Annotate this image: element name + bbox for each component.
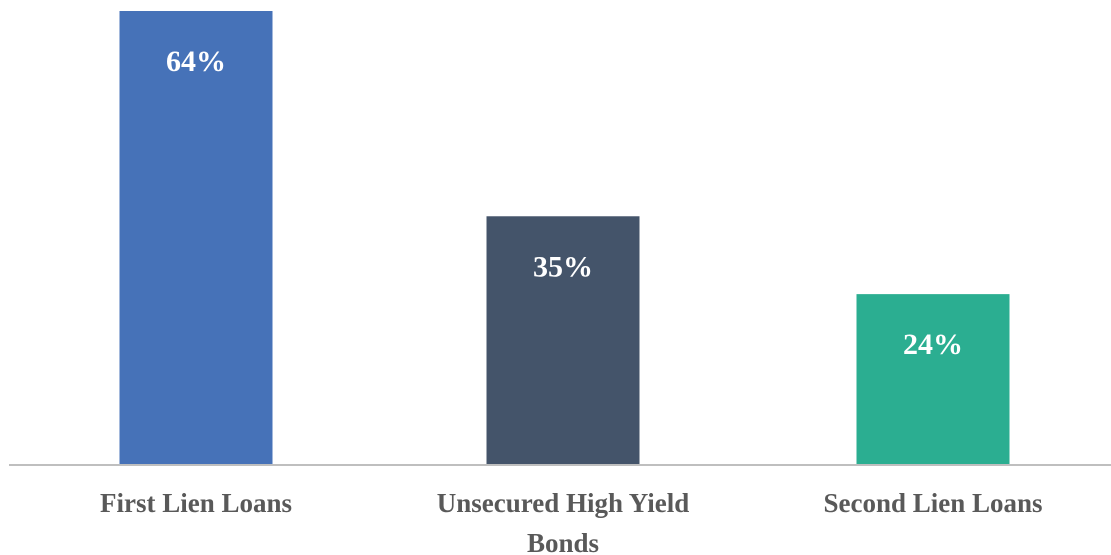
data-label-2: 35%: [533, 250, 593, 283]
data-label-1: 64%: [166, 45, 226, 78]
category-label-2: Unsecured High Yield Bonds: [437, 488, 690, 555]
bar-1: [119, 11, 273, 464]
category-label-3: Second Lien Loans: [823, 488, 1042, 518]
category-labels: First Lien Loans Unsecured High Yield Bond…: [100, 488, 1043, 555]
bars-layer: 64% 35% 24%: [119, 11, 1010, 464]
category-label-line: Unsecured High Yield: [437, 488, 690, 518]
category-label-line: Second Lien Loans: [823, 488, 1042, 518]
bar-2: [486, 216, 640, 464]
category-label-line: Bonds: [527, 528, 599, 555]
category-label-1: First Lien Loans: [100, 488, 292, 518]
bar-3: [856, 294, 1010, 464]
category-label-line: First Lien Loans: [100, 488, 292, 518]
data-label-3: 24%: [903, 328, 963, 361]
